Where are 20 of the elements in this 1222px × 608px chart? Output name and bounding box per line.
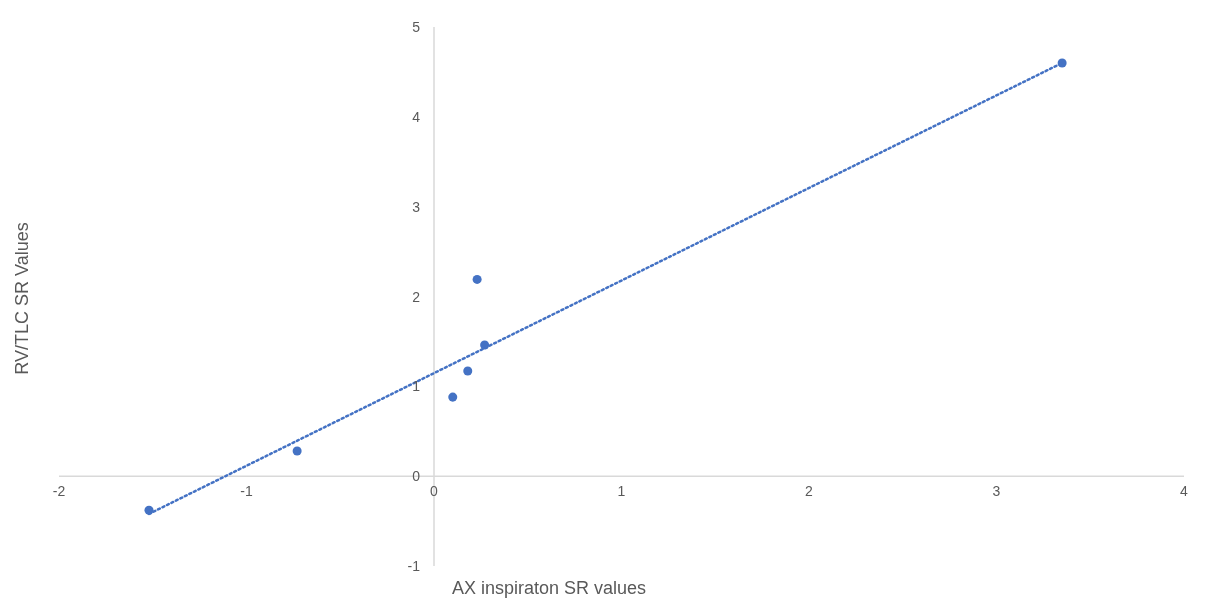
x-tick-label: 1	[617, 483, 626, 500]
x-axis-title: AX inspiraton SR values	[452, 578, 647, 599]
y-tick-label: 3	[412, 198, 421, 215]
x-tick-label: 2	[805, 483, 814, 500]
point	[463, 366, 473, 376]
x-tick-label: 4	[1180, 483, 1189, 500]
x-tick-label: 0	[430, 483, 439, 500]
point	[472, 274, 482, 284]
point	[292, 446, 302, 456]
point	[448, 392, 458, 402]
y-tick-label: -1	[407, 558, 421, 574]
y-tick-label: 2	[412, 288, 421, 305]
y-axis-title: RV/TLC SR Values	[11, 221, 33, 377]
y-tick-label: 0	[412, 468, 421, 485]
y-tick-label: 1	[412, 378, 421, 395]
y-tick-label: 5	[412, 19, 421, 35]
y-tick-label: 4	[412, 108, 421, 125]
x-tick-label: 3	[992, 483, 1001, 500]
x-tick-label: -1	[240, 483, 253, 500]
x-tick-label: -2	[52, 483, 66, 500]
